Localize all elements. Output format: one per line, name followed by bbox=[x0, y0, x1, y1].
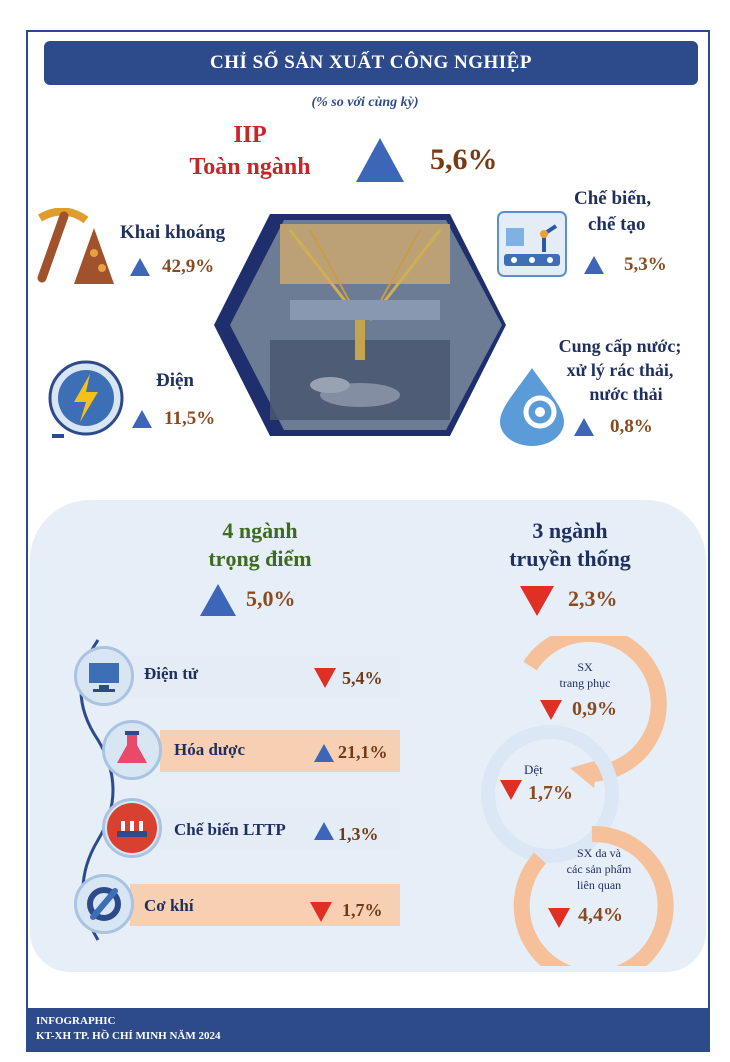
water-gear-icon bbox=[500, 368, 564, 446]
manufacturing-value: 5,3% bbox=[624, 254, 667, 275]
water-up-arrow-icon bbox=[574, 418, 594, 436]
flask-icon bbox=[102, 720, 162, 780]
mining-up-arrow-icon bbox=[130, 258, 150, 276]
pharma-value: 21,1% bbox=[338, 742, 388, 762]
traditional-value: 2,3% bbox=[568, 586, 618, 611]
water-label-line2: xử lý rác thải, bbox=[566, 360, 674, 380]
apparel-down-arrow-icon bbox=[540, 700, 562, 720]
water-label-line3: nước thải bbox=[589, 384, 663, 404]
page-title: CHỈ SỐ SẢN XUẤT CÔNG NGHIỆP bbox=[44, 41, 698, 85]
electricity-label: Điện bbox=[156, 370, 194, 391]
leather-label-line3: liên quan bbox=[576, 878, 622, 892]
water-value: 0,8% bbox=[610, 416, 653, 437]
mining-label: Khai khoáng bbox=[120, 222, 226, 243]
apparel-label-line2: trang phục bbox=[559, 676, 611, 690]
key-industry-row-food bbox=[160, 808, 400, 850]
key-industries-up-arrow-icon bbox=[200, 584, 236, 616]
mechanical-label: Cơ khí bbox=[144, 896, 194, 915]
iip-value: 5,6% bbox=[430, 143, 498, 176]
robot-arm-icon bbox=[497, 211, 567, 277]
traditional-title-line1: 3 ngành bbox=[532, 518, 608, 543]
textile-value: 1,7% bbox=[528, 782, 573, 804]
electronics-value: 5,4% bbox=[342, 668, 383, 688]
food-value: 1,3% bbox=[338, 824, 379, 844]
pickaxe-icon bbox=[37, 208, 114, 284]
factory-hexagon-image bbox=[214, 214, 506, 436]
key-industry-row-electronics bbox=[130, 656, 400, 698]
key-industry-row-pharma bbox=[160, 730, 400, 772]
mining-value: 42,9% bbox=[162, 256, 215, 277]
wrench-gear-icon bbox=[74, 874, 134, 934]
food-up-arrow-icon bbox=[314, 822, 334, 840]
apparel-label-line1: SX bbox=[577, 660, 593, 674]
footer-line1: INFOGRAPHIC bbox=[36, 1015, 116, 1027]
iip-label-line1: IIP bbox=[233, 122, 267, 148]
leather-label-line1: SX da và bbox=[577, 846, 621, 860]
key-industries-title-line1: 4 ngành bbox=[222, 518, 298, 543]
food-conveyor-icon bbox=[102, 798, 162, 858]
electricity-value: 11,5% bbox=[164, 408, 216, 429]
leather-down-arrow-icon bbox=[548, 908, 570, 928]
manufacturing-label-line1: Chế biến, bbox=[574, 188, 652, 209]
iip-label-line2: Toàn ngành bbox=[189, 154, 311, 180]
electronics-label: Điện tử bbox=[144, 664, 199, 683]
food-label: Chế biến LTTP bbox=[174, 820, 286, 839]
mechanical-down-arrow-icon bbox=[310, 902, 332, 922]
iip-up-arrow-icon bbox=[356, 138, 404, 182]
apparel-value: 0,9% bbox=[572, 698, 617, 720]
traditional-flow-arcs bbox=[481, 636, 674, 966]
pharma-up-arrow-icon bbox=[314, 744, 334, 762]
traditional-down-arrow-icon bbox=[520, 586, 554, 616]
textile-label: Dệt bbox=[524, 762, 543, 777]
leather-value: 4,4% bbox=[578, 904, 623, 926]
textile-down-arrow-icon bbox=[500, 780, 522, 800]
manufacturing-label-line2: chế tạo bbox=[588, 214, 646, 235]
electricity-up-arrow-icon bbox=[132, 410, 152, 428]
computer-icon bbox=[74, 646, 134, 706]
lightning-plug-icon bbox=[48, 360, 124, 438]
leather-label-line2: các sản phẩm bbox=[566, 862, 632, 876]
water-label-line1: Cung cấp nước; bbox=[558, 336, 682, 356]
traditional-title-line2: truyền thống bbox=[509, 546, 631, 571]
footer-line2: KT-XH TP. HỒ CHÍ MINH NĂM 2024 bbox=[36, 1030, 221, 1042]
electronics-down-arrow-icon bbox=[314, 668, 336, 688]
key-industries-title-line2: trọng điểm bbox=[208, 546, 312, 571]
mechanical-value: 1,7% bbox=[342, 900, 383, 920]
pharma-label: Hóa dược bbox=[174, 740, 246, 759]
manufacturing-up-arrow-icon bbox=[584, 256, 604, 274]
page-subtitle: (% so với cùng kỳ) bbox=[311, 95, 419, 110]
key-industries-value: 5,0% bbox=[246, 586, 296, 611]
footer-bar: INFOGRAPHIC KT-XH TP. HỒ CHÍ MINH NĂM 20… bbox=[26, 1008, 710, 1052]
key-industry-row-mechanical bbox=[130, 884, 400, 926]
